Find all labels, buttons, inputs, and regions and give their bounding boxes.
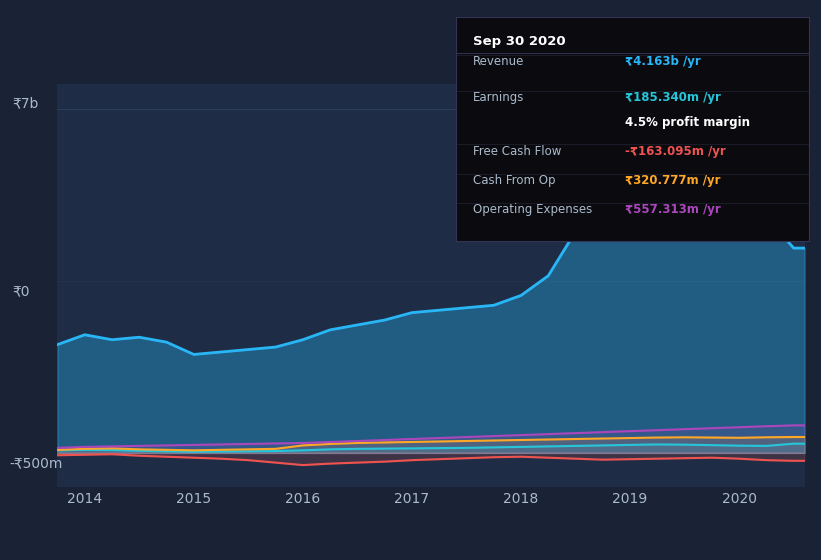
Text: Revenue: Revenue — [474, 55, 525, 68]
Text: ₹0: ₹0 — [12, 284, 30, 298]
Text: -₹500m: -₹500m — [9, 456, 62, 470]
Text: Free Cash Flow: Free Cash Flow — [474, 145, 562, 158]
Text: ₹320.777m /yr: ₹320.777m /yr — [625, 174, 721, 187]
Text: 4.5% profit margin: 4.5% profit margin — [625, 116, 750, 129]
Text: Sep 30 2020: Sep 30 2020 — [474, 35, 566, 48]
Text: Cash From Op: Cash From Op — [474, 174, 556, 187]
Text: ₹185.340m /yr: ₹185.340m /yr — [625, 91, 721, 104]
Text: ₹4.163b /yr: ₹4.163b /yr — [625, 55, 701, 68]
Text: -₹163.095m /yr: -₹163.095m /yr — [625, 145, 726, 158]
Text: Operating Expenses: Operating Expenses — [474, 203, 593, 216]
Text: Earnings: Earnings — [474, 91, 525, 104]
Text: ₹557.313m /yr: ₹557.313m /yr — [625, 203, 721, 216]
Text: ₹7b: ₹7b — [12, 96, 39, 110]
